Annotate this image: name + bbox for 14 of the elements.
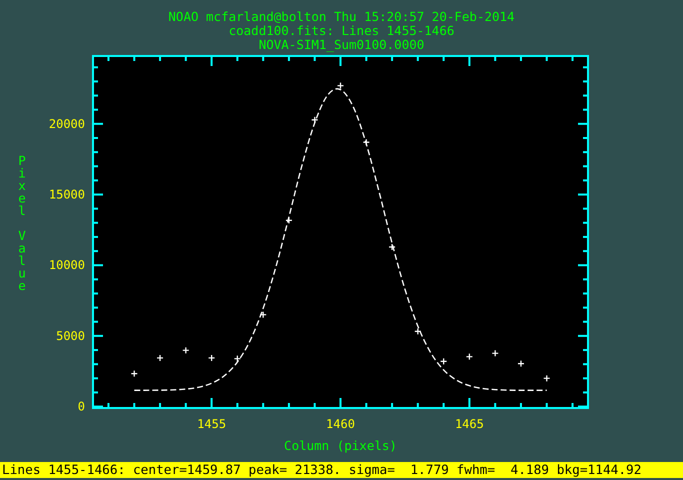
text: Pixel Value xyxy=(18,153,26,293)
x-tick-label: 1455 xyxy=(197,417,226,431)
x-tick-label: 1460 xyxy=(326,417,355,431)
x-tick-label: 1465 xyxy=(454,417,484,431)
y-tick-label: 10000 xyxy=(48,258,85,272)
chart-title: NOAO mcfarland@bolton Thu 15:20:57 20-Feb-2014 xyxy=(168,9,515,24)
y-tick-label: 0 xyxy=(78,400,85,414)
y-tick-label: 20000 xyxy=(48,116,85,131)
text: NOVA-SIM1_Sum0100.0000 xyxy=(258,37,424,52)
y-tick-label: 5000 xyxy=(56,328,85,343)
chart-subtitle: coadd100.fits: Lines 1455-1466 xyxy=(228,23,454,38)
text: Lines 1455-1466: center=1459.87 peak= 21338. sigma= 1.779 fwhm= 4.189 bkg=1144.92 xyxy=(2,463,642,478)
x-axis-title: Column (pixels) xyxy=(284,438,397,453)
y-tick-label: 15000 xyxy=(48,188,85,202)
